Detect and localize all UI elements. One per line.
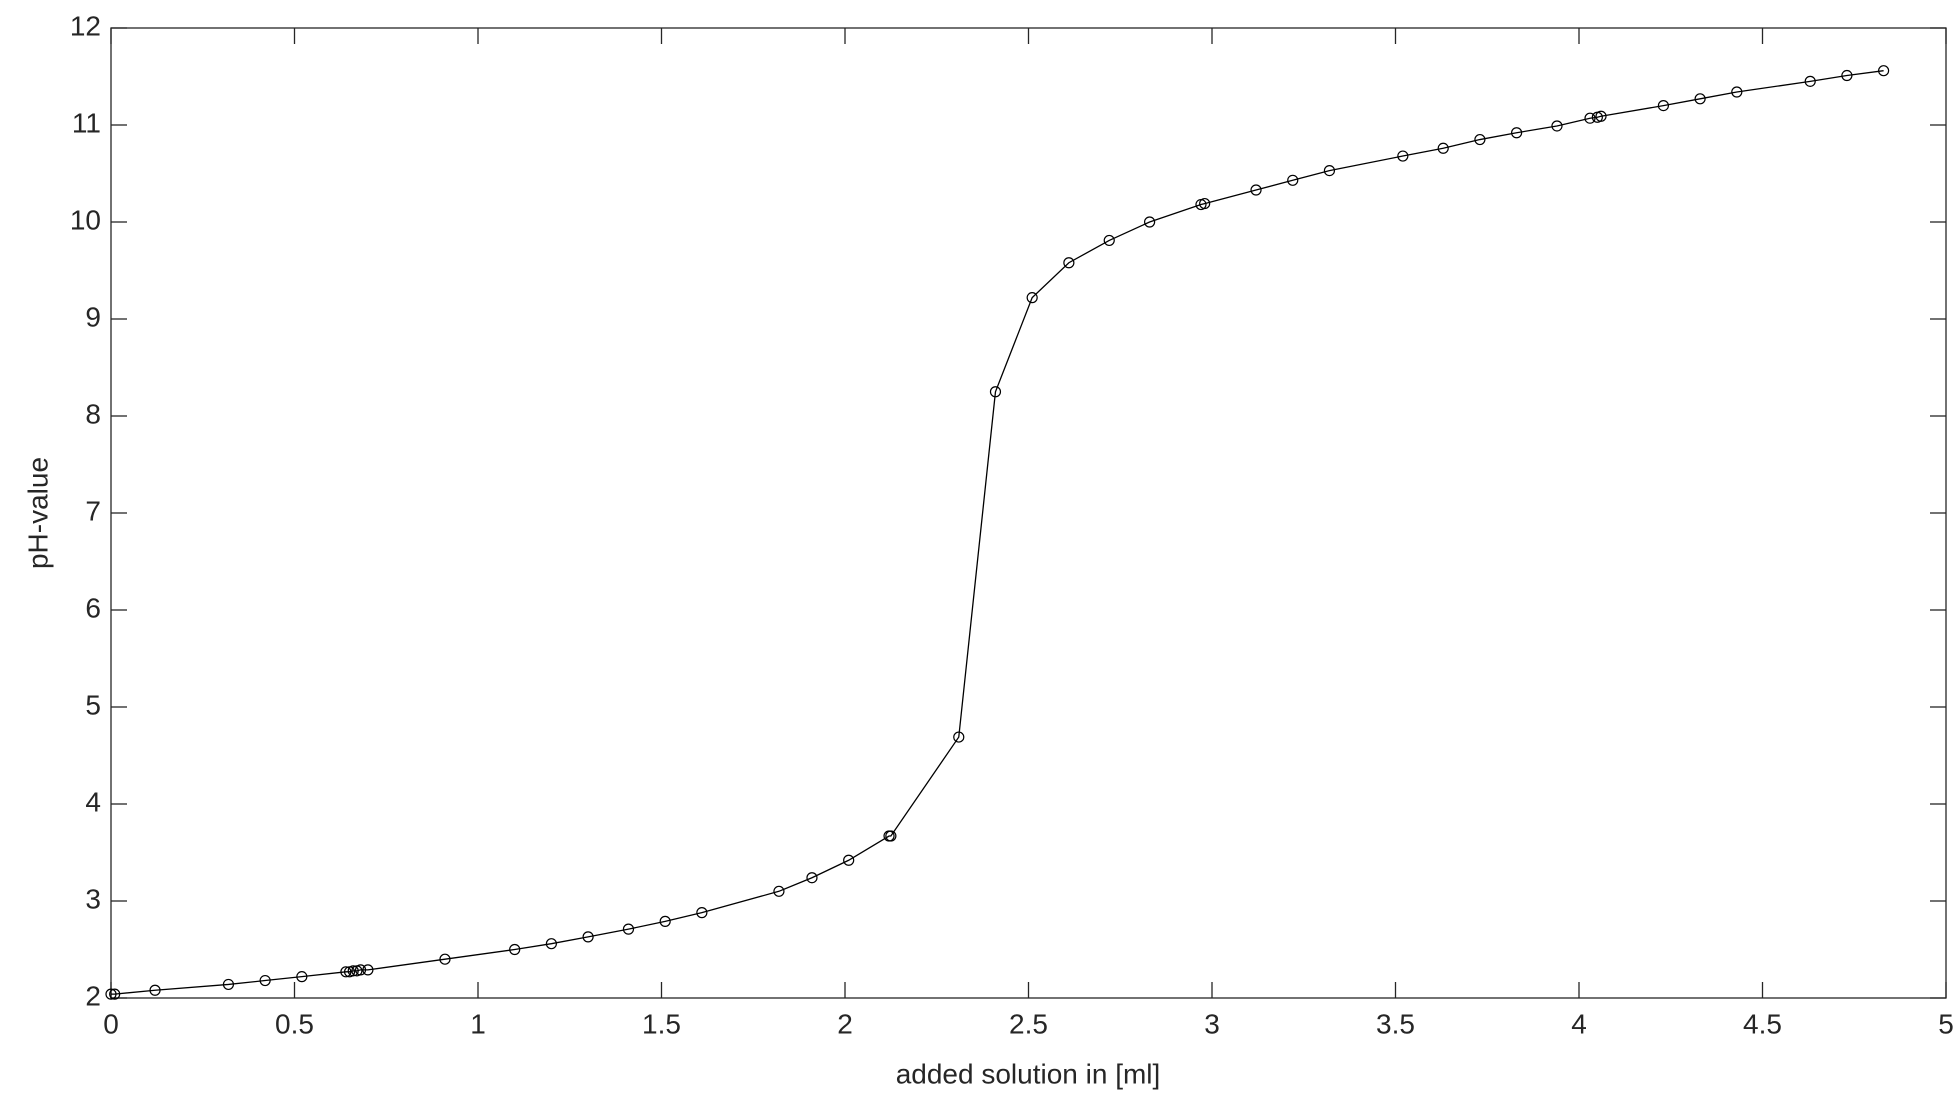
data-point: [1511, 127, 1523, 139]
x-tick-label: 1: [470, 1008, 486, 1039]
data-point: [545, 938, 558, 950]
y-tick-label: 2: [85, 980, 101, 1011]
data-point: [340, 966, 352, 978]
x-tick-label: 4: [1571, 1008, 1587, 1039]
y-tick-label: 5: [85, 689, 101, 720]
data-point: [1551, 120, 1563, 132]
data-point: [1026, 292, 1038, 304]
data-point: [1323, 164, 1336, 177]
data-point: [1199, 197, 1211, 210]
y-axis-label: pH-value: [22, 457, 53, 569]
data-point: [843, 854, 855, 866]
x-tick-label: 2.5: [1009, 1008, 1048, 1039]
x-tick-label: 1.5: [642, 1008, 681, 1039]
data-point: [1878, 65, 1890, 77]
data-point: [1397, 150, 1409, 162]
y-tick-label: 4: [85, 786, 101, 817]
data-point: [362, 964, 374, 976]
data-point: [259, 974, 271, 987]
y-tick-label: 8: [85, 398, 101, 429]
y-tick-label: 7: [85, 495, 101, 526]
data-point: [806, 872, 818, 884]
x-tick-label: 4.5: [1743, 1008, 1782, 1039]
data-point: [222, 978, 235, 991]
x-tick-label: 3: [1204, 1008, 1220, 1039]
data-point: [1250, 184, 1262, 196]
data-point: [989, 386, 1002, 398]
data-point: [1841, 69, 1853, 82]
data-point: [1595, 110, 1607, 122]
data-point: [1657, 99, 1670, 112]
y-tick-label: 11: [72, 107, 101, 138]
data-point: [582, 931, 594, 943]
data-point: [109, 988, 121, 1000]
data-point: [1103, 234, 1115, 247]
data-line: [111, 70, 1884, 995]
data-point: [354, 964, 367, 976]
data-point: [1144, 216, 1156, 228]
y-tick-label: 3: [85, 883, 101, 914]
data-point: [773, 885, 785, 897]
x-tick-label: 3.5: [1376, 1008, 1415, 1039]
data-point: [1437, 142, 1449, 154]
x-tick-label: 2: [837, 1008, 853, 1039]
x-tick-label: 5: [1938, 1008, 1954, 1039]
data-point: [1584, 112, 1596, 124]
data-point: [296, 971, 308, 983]
y-tick-label: 10: [70, 204, 101, 235]
data-point: [347, 965, 359, 977]
data-point: [149, 984, 161, 996]
x-tick-label: 0: [103, 1008, 119, 1039]
x-axis-label: added solution in [ml]: [896, 1058, 1161, 1089]
data-point: [439, 953, 451, 965]
y-tick-label: 12: [70, 10, 101, 41]
x-tick-label: 0.5: [275, 1008, 314, 1039]
y-tick-label: 6: [85, 592, 101, 623]
data-point: [1474, 133, 1486, 146]
data-point: [696, 907, 708, 919]
data-point: [622, 923, 635, 935]
data-point: [659, 915, 671, 927]
data-point: [509, 943, 521, 956]
data-point: [1731, 86, 1743, 98]
data-point: [885, 830, 897, 842]
data-point: [1287, 174, 1299, 186]
data-point: [953, 731, 965, 743]
y-tick-label: 9: [85, 301, 101, 332]
plot-area: [110, 27, 1947, 999]
data-point: [105, 988, 117, 1000]
data-point: [1694, 93, 1706, 105]
data-point: [1063, 257, 1075, 269]
data-point: [1804, 75, 1816, 87]
